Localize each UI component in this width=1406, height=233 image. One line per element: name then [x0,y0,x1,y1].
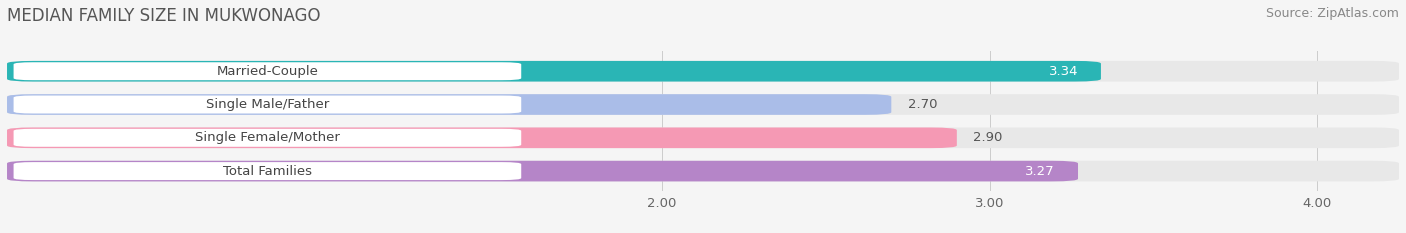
FancyBboxPatch shape [7,161,1399,182]
Text: 3.34: 3.34 [1049,65,1078,78]
FancyBboxPatch shape [7,61,1101,82]
FancyBboxPatch shape [7,127,1399,148]
Text: Source: ZipAtlas.com: Source: ZipAtlas.com [1265,7,1399,20]
FancyBboxPatch shape [14,162,522,180]
Text: Single Female/Mother: Single Female/Mother [195,131,340,144]
FancyBboxPatch shape [14,96,522,113]
Text: 3.27: 3.27 [1025,164,1054,178]
Text: Single Male/Father: Single Male/Father [205,98,329,111]
FancyBboxPatch shape [7,161,1078,182]
Text: Married-Couple: Married-Couple [217,65,318,78]
FancyBboxPatch shape [7,127,957,148]
Text: 2.70: 2.70 [908,98,938,111]
FancyBboxPatch shape [7,94,891,115]
FancyBboxPatch shape [7,61,1399,82]
Text: MEDIAN FAMILY SIZE IN MUKWONAGO: MEDIAN FAMILY SIZE IN MUKWONAGO [7,7,321,25]
FancyBboxPatch shape [14,62,522,80]
Text: Total Families: Total Families [224,164,312,178]
FancyBboxPatch shape [14,129,522,147]
FancyBboxPatch shape [7,94,1399,115]
Text: 2.90: 2.90 [973,131,1002,144]
